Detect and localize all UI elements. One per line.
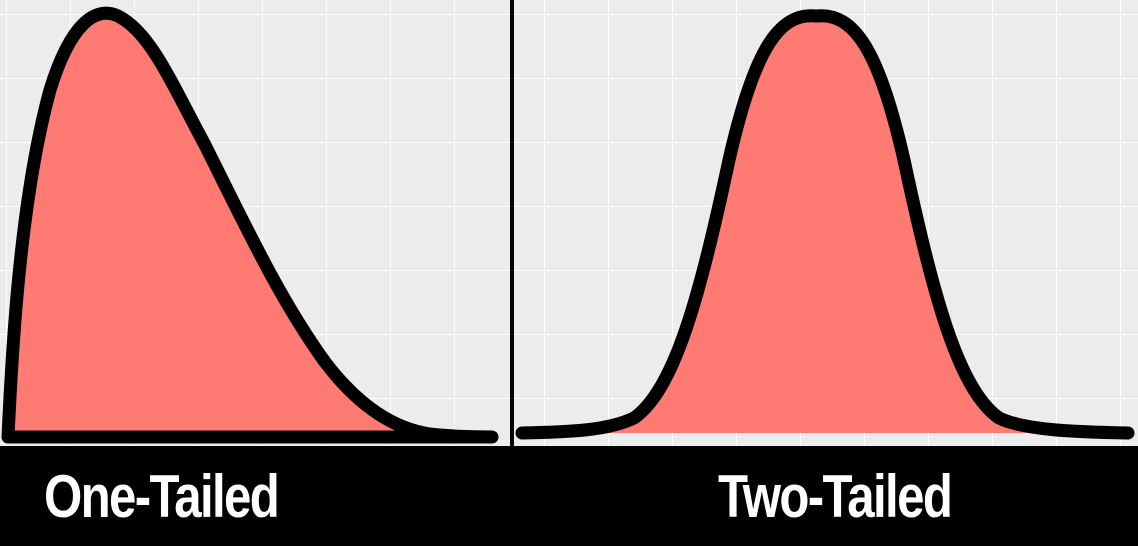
one-tailed-panel [0,0,510,446]
one-tailed-fill [8,13,492,437]
two-tailed-fill [522,15,1128,433]
two-tailed-label: Two-Tailed [718,463,953,530]
two-tailed-curve [515,9,1135,440]
one-tailed-label: One-Tailed [44,463,280,530]
label-bar [0,446,1138,546]
two-tailed-outline [515,9,1135,440]
one-tailed-outline [1,6,499,444]
two-tailed-panel [514,0,1138,446]
one-tailed-curve [1,6,499,444]
